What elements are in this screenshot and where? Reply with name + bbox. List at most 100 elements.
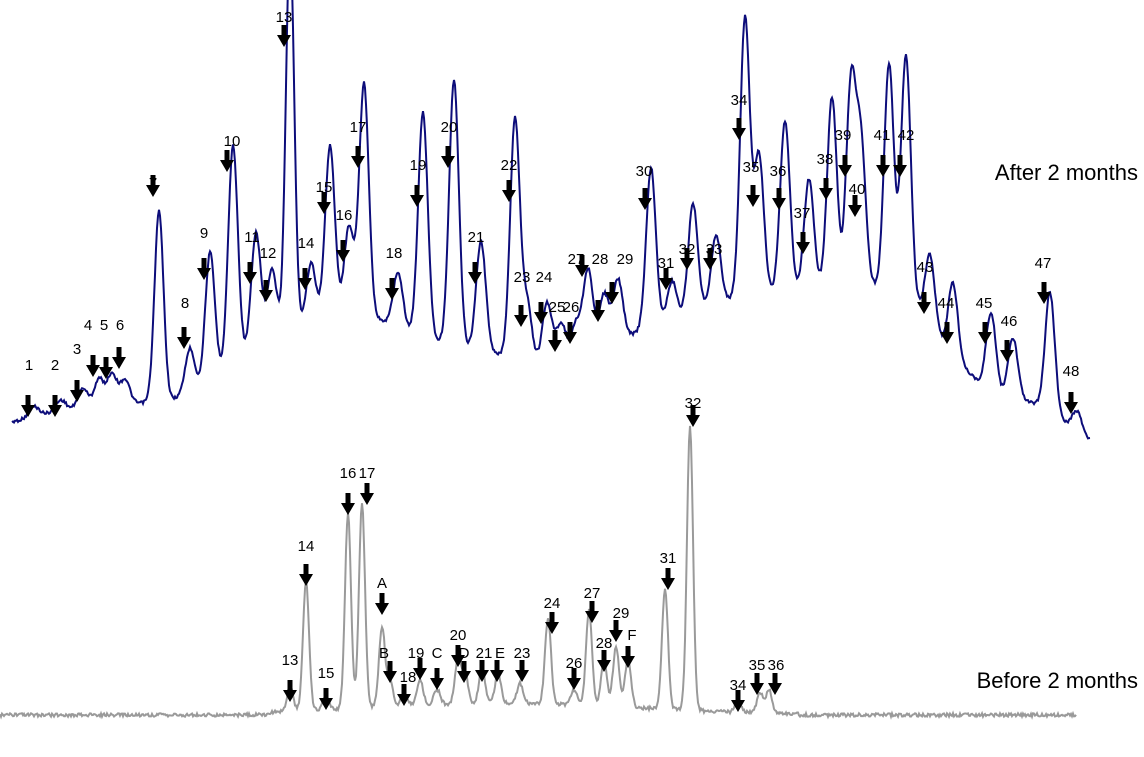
before-peak-label: 36 [768,657,785,674]
before-peak-label: 28 [596,635,613,652]
after-peak-label: 20 [441,119,458,136]
before-peak-arrow [597,650,611,672]
after-peak-label: 28 [592,251,609,268]
before-peak-arrow [731,690,745,712]
after-peak-arrow [259,280,273,302]
before-peak-arrow [768,673,782,695]
after-peak-arrow [605,282,619,304]
after-peak-label: 19 [410,157,427,174]
before-peak-label: 23 [514,645,531,662]
before-peak-label: 15 [318,665,335,682]
after-peak-arrow [317,192,331,214]
before-series-label: Before 2 months [977,668,1138,693]
before-peak-arrow [585,601,599,623]
before-peak-arrow [545,612,559,634]
before-trace-line [0,425,1077,720]
after-peak-label: 44 [938,295,955,312]
before-peak-label: 13 [282,652,299,669]
after-trace-line [11,0,1091,440]
after-peak-label: 14 [298,235,315,252]
after-peak-arrow [563,322,577,344]
after-peak-label: 45 [976,295,993,312]
before-peak-label: 14 [298,538,315,555]
after-peak-label: 6 [116,317,124,334]
before-peak-arrow [341,493,355,515]
after-peak-arrow [48,395,62,417]
after-peak-label: 12 [260,245,277,262]
after-peak-label: 27 [568,251,585,268]
after-peak-label: 25 [549,299,566,316]
before-peak-arrow [413,658,427,680]
before-peak-arrow [299,564,313,586]
before-peak-label: 27 [584,585,601,602]
before-peak-label: C [432,645,443,662]
after-peak-arrow [441,146,455,168]
after-peak-label: 1 [25,357,33,374]
after-peak-arrow [978,322,992,344]
before-peak-label: 16 [340,465,357,482]
after-peak-label: 11 [244,229,260,246]
after-peak-arrow [1064,392,1078,414]
after-peak-label: 37 [794,205,811,222]
after-peak-arrow [502,180,516,202]
after-peak-label: 18 [386,245,403,262]
after-peak-label: 17 [350,119,367,136]
after-peak-arrow [385,278,399,300]
before-peak-arrow [475,660,489,682]
after-peak-arrow [351,146,365,168]
after-peak-arrow [534,302,548,324]
before-peak-arrow [490,660,504,682]
before-peak-arrow [319,688,333,710]
after-peak-arrow [659,268,673,290]
after-peak-arrow [468,262,482,284]
after-peak-arrow [848,195,862,217]
after-peak-arrow [220,150,234,172]
before-peak-label: 17 [359,465,376,482]
before-peak-label: 19 [408,645,425,662]
after-peak-label: 26 [563,299,580,316]
after-peak-arrow [591,300,605,322]
before-peak-label: 18 [400,669,417,686]
after-peak-label: 39 [835,127,852,144]
after-peak-label: 3 [73,341,81,358]
after-peak-label: 15 [316,179,333,196]
after-series-label: After 2 months [995,160,1138,185]
after-peak-arrow [796,232,810,254]
after-peak-label: 42 [898,127,915,144]
before-peak-label: 24 [544,595,561,612]
before-peak-label: 31 [660,550,677,567]
after-peak-arrow [940,322,954,344]
after-peak-arrow [514,305,528,327]
after-peak-arrow [70,380,84,402]
after-peak-label: 4 [84,317,92,334]
after-peak-label: 24 [536,269,553,286]
after-peak-arrow [277,25,291,47]
after-peak-arrow [876,155,890,177]
after-peak-label: 10 [224,133,241,150]
before-peak-arrow [621,646,635,668]
before-peak-label: 29 [613,605,630,622]
before-peak-label: 35 [749,657,766,674]
after-peak-label: 36 [770,163,787,180]
after-peak-arrow [1037,282,1051,304]
after-peak-label: 13 [276,9,293,26]
after-peak-arrow [732,118,746,140]
after-peak-arrow [575,255,589,277]
after-peak-label: 5 [100,317,108,334]
after-peak-arrow [1000,340,1014,362]
before-peak-arrow [661,568,675,590]
before-peak-arrow [567,668,581,690]
after-peak-arrow [838,155,852,177]
before-peak-label: E [495,645,505,662]
after-peak-label: 8 [181,295,189,312]
after-peak-arrow [746,185,760,207]
before-peak-arrow [283,680,297,702]
after-peak-label: 16 [336,207,353,224]
before-peak-arrow [609,620,623,642]
after-peak-label: 7 [149,175,157,192]
after-peak-arrow [146,175,160,197]
before-peak-arrow [430,668,444,690]
